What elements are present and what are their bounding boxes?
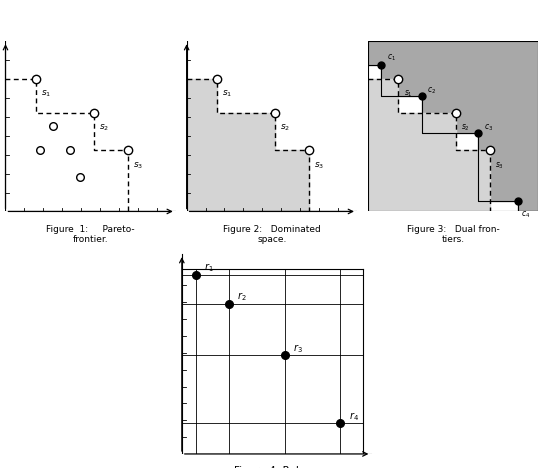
Text: $s_2$: $s_2$	[461, 123, 470, 133]
Text: $c_3$: $c_3$	[484, 123, 493, 133]
Text: $c_1$: $c_1$	[386, 53, 396, 64]
Polygon shape	[368, 41, 538, 212]
Text: Figure 3:   Dual fron-
tiers.: Figure 3: Dual fron- tiers.	[407, 225, 499, 244]
Text: $r_1$: $r_1$	[204, 262, 214, 275]
Text: Figure  1:     Pareto-
frontier.: Figure 1: Pareto- frontier.	[46, 225, 135, 244]
Text: $s_3$: $s_3$	[495, 160, 505, 171]
Text: $c_2$: $c_2$	[427, 85, 436, 96]
Text: $c_4$: $c_4$	[521, 210, 530, 220]
Text: $s_3$: $s_3$	[133, 160, 143, 171]
Text: $s_1$: $s_1$	[222, 89, 233, 99]
Text: $s_1$: $s_1$	[404, 89, 412, 99]
Polygon shape	[187, 79, 309, 212]
Text: $r_4$: $r_4$	[349, 410, 358, 423]
Text: $r_3$: $r_3$	[293, 342, 303, 355]
Text: $s_2$: $s_2$	[280, 123, 290, 133]
Text: Figure 2:   Dominated
space.: Figure 2: Dominated space.	[223, 225, 321, 244]
Text: $s_2$: $s_2$	[99, 123, 109, 133]
Text: $s_1$: $s_1$	[41, 89, 52, 99]
Polygon shape	[368, 79, 490, 212]
Text: Figure 4: Rules.: Figure 4: Rules.	[234, 466, 315, 468]
Text: $r_2$: $r_2$	[237, 291, 247, 303]
Text: $s_3$: $s_3$	[314, 160, 324, 171]
